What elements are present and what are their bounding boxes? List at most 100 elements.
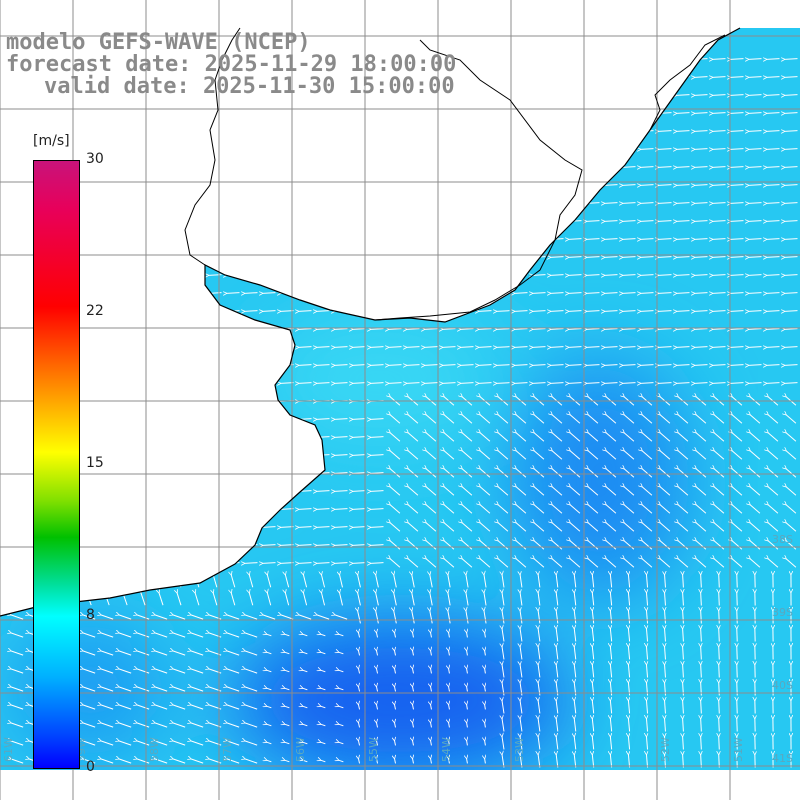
wind-arrow (390, 487, 401, 496)
wind-arrow (587, 185, 600, 186)
wind-arrow (227, 203, 240, 204)
wind-arrow (479, 365, 492, 366)
wind-arrow (538, 719, 541, 732)
wind-arrow (695, 167, 708, 168)
wind-arrow (245, 257, 258, 258)
wind-arrow (713, 149, 726, 150)
colorbar-tick-30: 30 (86, 151, 104, 167)
wind-arrow (570, 451, 581, 460)
wind-arrow (678, 523, 689, 532)
wind-arrow (11, 419, 24, 420)
wind-arrow (538, 611, 541, 624)
wind-arrow (731, 239, 744, 240)
wind-arrow (11, 669, 24, 674)
wind-arrow (390, 559, 401, 568)
wind-arrow (299, 275, 312, 276)
wind-arrow (731, 59, 744, 60)
wind-arrow (533, 203, 546, 204)
wind-arrow (299, 203, 312, 204)
wind-arrow (394, 651, 395, 656)
wind-arrow (101, 383, 114, 384)
wind-arrow (678, 487, 689, 496)
wind-arrow (641, 239, 654, 240)
wind-arrow (750, 559, 761, 568)
wind-arrow (696, 541, 707, 550)
wind-arrow (695, 239, 708, 240)
wind-arrow (515, 239, 528, 240)
wind-arrow (569, 347, 582, 348)
wind-arrow (749, 167, 762, 168)
wind-arrow (425, 113, 438, 114)
wind-arrow (245, 239, 258, 240)
wind-arrow (155, 759, 168, 764)
wind-arrow (713, 293, 726, 294)
wind-arrow (659, 77, 672, 78)
wind-arrow (732, 559, 743, 568)
wind-arrow (83, 221, 96, 222)
wind-arrow (695, 311, 708, 312)
wind-arrow (443, 203, 456, 204)
wind-arrow (701, 665, 702, 678)
wind-arrow (570, 415, 581, 424)
wind-arrow (353, 347, 366, 348)
wind-arrow (353, 419, 366, 420)
wind-arrow (516, 523, 527, 532)
wind-arrow (227, 149, 240, 150)
wind-arrow (119, 203, 132, 204)
wind-arrow (413, 669, 414, 674)
wind-arrow (533, 221, 546, 222)
wind-arrow (713, 347, 726, 348)
wind-arrow (731, 365, 744, 366)
wind-arrow (749, 185, 762, 186)
wind-arrow (335, 203, 348, 204)
wind-arrow (119, 723, 132, 728)
wind-arrow (412, 611, 415, 624)
wind-arrow (623, 311, 636, 312)
wind-arrow (191, 687, 204, 692)
wind-arrow (263, 239, 276, 240)
wind-arrow (623, 77, 636, 78)
wind-arrow (101, 633, 114, 638)
wind-arrow (407, 149, 420, 150)
wind-arrow (101, 687, 114, 692)
wind-arrow (83, 383, 96, 384)
wind-arrow (574, 755, 577, 768)
wind-arrow (701, 593, 702, 606)
title-forecast-date: forecast date: 2025-11-29 18:00:00 (6, 52, 457, 77)
wind-arrow (659, 347, 672, 348)
wind-arrow (641, 383, 654, 384)
wind-arrow (371, 347, 384, 348)
wind-arrow (786, 451, 797, 460)
wind-arrow (173, 615, 186, 620)
wind-arrow (461, 239, 474, 240)
wind-arrow (335, 275, 348, 276)
wind-arrow (731, 221, 744, 222)
wind-arrow (767, 77, 780, 78)
wind-arrow (588, 433, 599, 442)
wind-arrow (610, 593, 611, 606)
wind-arrow (155, 723, 168, 728)
wind-arrow (407, 113, 420, 114)
wind-arrow (425, 347, 438, 348)
wind-arrow (646, 629, 647, 642)
wind-arrow (155, 131, 168, 132)
wind-arrow (448, 575, 451, 588)
wind-arrow (335, 455, 348, 456)
wind-arrow (353, 509, 366, 510)
wind-arrow (497, 275, 510, 276)
wind-arrow (173, 203, 186, 204)
wind-arrow (155, 203, 168, 204)
wind-arrow (606, 523, 617, 532)
wind-arrow (587, 365, 600, 366)
wind-arrow (623, 221, 636, 222)
wind-arrow (520, 665, 523, 678)
wind-arrow (623, 203, 636, 204)
wind-arrow (425, 257, 438, 258)
wind-arrow (119, 669, 132, 674)
wind-arrow (479, 383, 492, 384)
wind-arrow (641, 167, 654, 168)
wind-arrow (551, 185, 564, 186)
wind-arrow (605, 347, 618, 348)
wind-arrow (479, 185, 492, 186)
wind-arrow (299, 185, 312, 186)
